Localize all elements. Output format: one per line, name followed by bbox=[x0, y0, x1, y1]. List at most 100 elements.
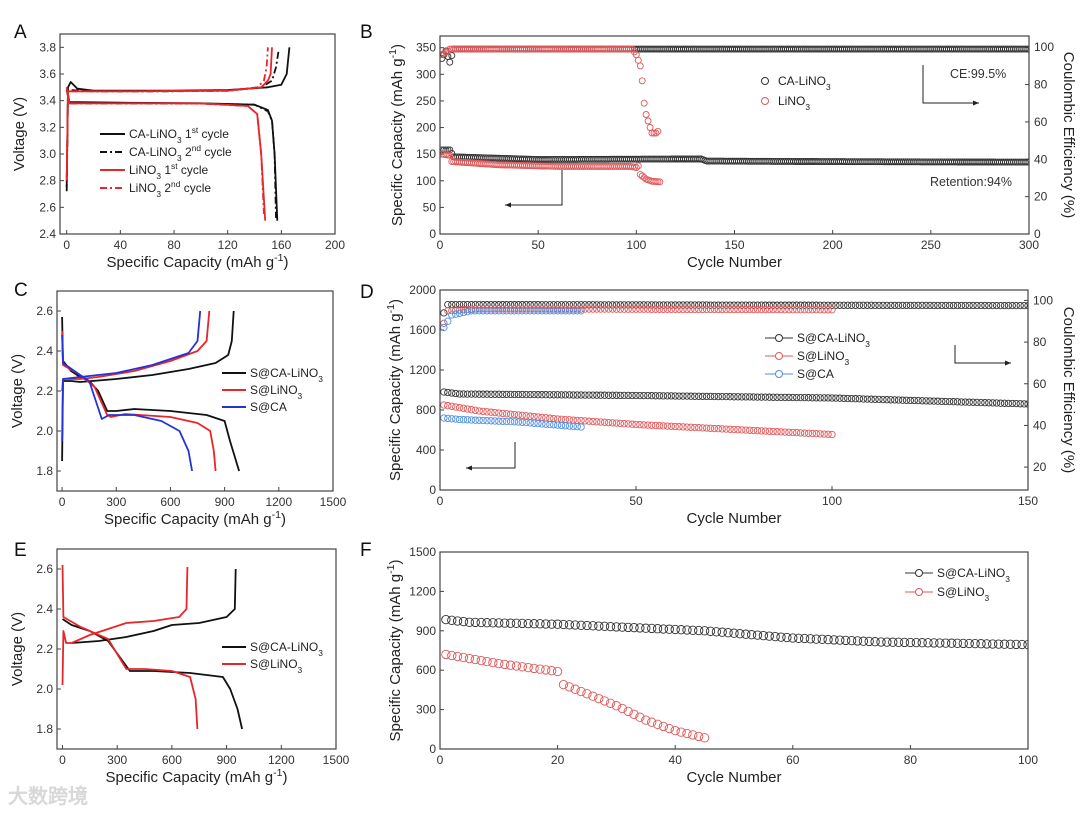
data-point bbox=[863, 301, 871, 309]
data-point bbox=[718, 301, 726, 309]
data-point bbox=[612, 419, 621, 427]
data-point bbox=[935, 638, 945, 648]
data-point bbox=[876, 637, 886, 647]
data-point bbox=[929, 638, 939, 648]
legend-label: S@LiNO3 bbox=[250, 657, 303, 675]
data-point bbox=[585, 305, 593, 313]
data-point bbox=[663, 422, 672, 430]
data-point bbox=[581, 391, 589, 399]
data-point bbox=[564, 620, 575, 630]
data-point bbox=[594, 693, 604, 704]
text-part: 1 bbox=[161, 163, 171, 177]
data-point bbox=[918, 301, 926, 310]
data-point bbox=[448, 52, 456, 60]
data-point bbox=[910, 301, 918, 310]
data-point bbox=[682, 728, 692, 739]
data-point bbox=[742, 301, 750, 309]
data-point bbox=[441, 649, 451, 660]
data-point bbox=[547, 619, 557, 629]
data-point bbox=[695, 301, 703, 309]
data-point bbox=[475, 305, 483, 313]
data-point bbox=[717, 627, 727, 637]
text-part: ) bbox=[281, 511, 286, 528]
plot-frame bbox=[439, 551, 1029, 750]
data-point bbox=[659, 392, 668, 400]
data-point bbox=[502, 390, 511, 399]
data-point bbox=[500, 618, 510, 628]
data-point bbox=[871, 395, 879, 403]
data-point bbox=[749, 393, 758, 401]
data-point bbox=[597, 301, 605, 309]
data-point bbox=[796, 306, 805, 314]
data-point bbox=[624, 420, 632, 428]
y2-tick-label: 60 bbox=[1033, 377, 1047, 391]
data-point bbox=[463, 405, 472, 413]
data-point bbox=[726, 425, 734, 433]
data-point bbox=[832, 301, 840, 309]
x-tick-label: 40 bbox=[669, 753, 683, 767]
data-point bbox=[996, 301, 1005, 310]
data-point bbox=[632, 164, 640, 171]
data-point bbox=[538, 307, 546, 315]
data-point bbox=[800, 306, 809, 314]
data-point bbox=[777, 301, 785, 309]
data-point bbox=[757, 305, 766, 314]
data-point bbox=[989, 301, 997, 310]
data-point bbox=[793, 301, 801, 309]
data-point bbox=[788, 633, 798, 643]
data-point bbox=[663, 392, 672, 400]
data-point bbox=[616, 305, 624, 313]
data-point bbox=[757, 301, 766, 309]
data-point bbox=[938, 397, 946, 406]
series-line bbox=[65, 88, 265, 215]
data-point bbox=[796, 393, 805, 402]
data-point bbox=[611, 622, 622, 632]
data-point bbox=[644, 301, 652, 309]
data-point bbox=[570, 684, 580, 694]
data-point bbox=[824, 301, 832, 309]
text-part: 3 bbox=[1005, 574, 1010, 584]
data-point bbox=[459, 300, 468, 309]
x-tick-label: 50 bbox=[629, 494, 643, 508]
legend-marker bbox=[761, 97, 769, 105]
data-point bbox=[769, 393, 777, 401]
data-point bbox=[463, 416, 472, 424]
data-point bbox=[930, 397, 938, 405]
data-point bbox=[957, 398, 966, 406]
data-point bbox=[570, 620, 580, 630]
data-point bbox=[499, 305, 507, 313]
data-point bbox=[738, 426, 746, 434]
text-part: ) bbox=[283, 254, 288, 271]
text-part: ) bbox=[387, 299, 404, 304]
data-point bbox=[789, 393, 797, 402]
x-tick-label: 200 bbox=[823, 238, 843, 252]
data-point bbox=[530, 390, 538, 399]
y-tick-label: 1200 bbox=[409, 363, 436, 377]
data-point bbox=[475, 416, 483, 424]
y-tick-label: 2.2 bbox=[36, 642, 53, 656]
data-point bbox=[949, 301, 958, 310]
x-tick-label: 300 bbox=[106, 495, 126, 509]
panel-b: B0 50 100 150 200 250 300050100150200250300350… bbox=[360, 22, 1077, 271]
legend-marker bbox=[761, 77, 769, 85]
data-point bbox=[471, 390, 479, 398]
data-point bbox=[804, 301, 813, 309]
data-point bbox=[636, 421, 644, 429]
data-point bbox=[444, 317, 452, 325]
axis-arrow bbox=[922, 65, 979, 104]
y-tick-label: 250 bbox=[416, 94, 436, 108]
data-point bbox=[699, 733, 710, 743]
data-point bbox=[981, 399, 989, 407]
text-part: S@LiNO bbox=[797, 349, 845, 363]
data-point bbox=[573, 423, 581, 431]
data-point bbox=[812, 301, 820, 309]
text-part: 3 bbox=[298, 391, 303, 401]
data-point bbox=[679, 392, 687, 400]
data-point bbox=[664, 624, 674, 634]
data-point bbox=[471, 416, 479, 424]
data-point bbox=[961, 398, 969, 406]
data-point bbox=[499, 390, 507, 399]
data-point bbox=[499, 307, 507, 315]
data-point bbox=[953, 301, 962, 310]
data-point bbox=[464, 653, 475, 664]
